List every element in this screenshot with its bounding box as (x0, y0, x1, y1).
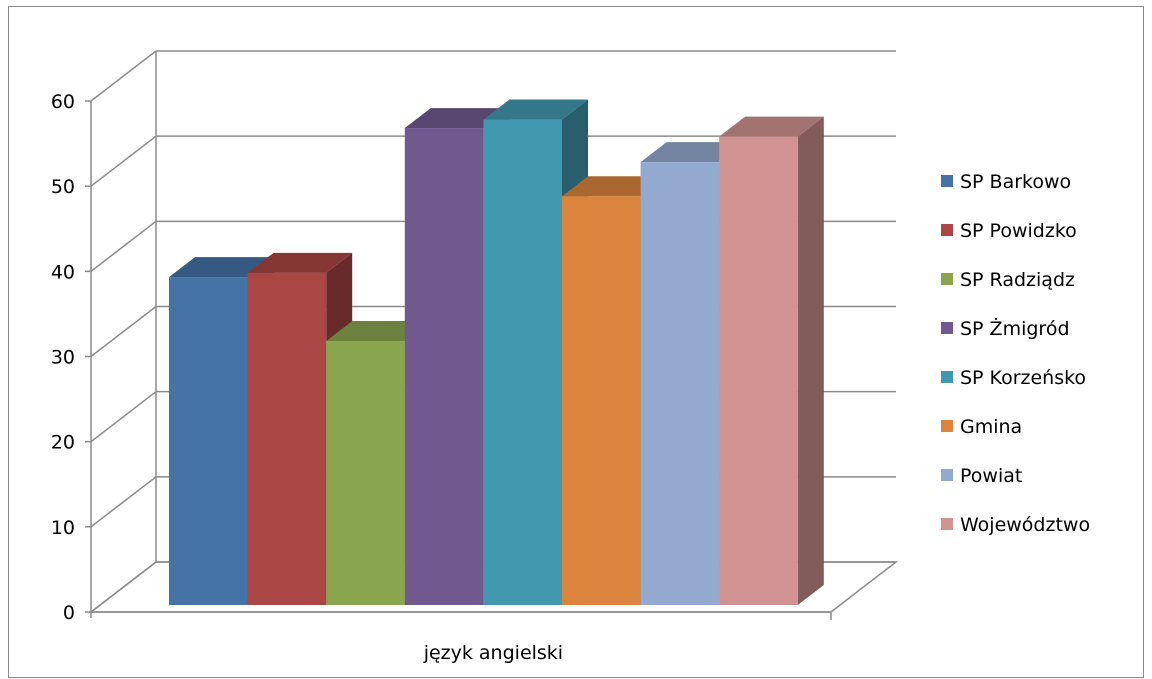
gridline-side (90, 561, 157, 613)
bar-side (797, 116, 824, 605)
legend-label: Gmina (960, 416, 1022, 438)
bar (169, 277, 248, 605)
gridline-side (90, 391, 157, 443)
legend-swatch (941, 175, 953, 187)
y-tick-label: 60 (51, 91, 75, 113)
gridline-side (90, 305, 157, 358)
legend-swatch (941, 469, 953, 481)
legend-label: SP Powidzko (960, 220, 1077, 242)
legend-label: SP Barkowo (960, 171, 1071, 193)
y-tick-label: 20 (51, 432, 75, 454)
y-tick-label: 50 (51, 176, 75, 198)
y-tick-label: 10 (51, 517, 75, 539)
legend-label: Powiat (960, 465, 1022, 487)
legend-swatch (941, 224, 953, 236)
chart-frame: 0 10 20 30 40 50 60 język angielski SP Barkowo… (8, 6, 1144, 678)
legend: SP Barkowo SP Powidzko SP Radziądz SP Żmigr… (941, 171, 1090, 536)
bar (483, 119, 562, 606)
bar (562, 196, 641, 605)
bars (169, 99, 824, 606)
legend-swatch (941, 518, 953, 530)
legend-swatch (941, 420, 953, 432)
bar (247, 272, 327, 605)
bar-top (404, 108, 510, 129)
y-tick-labels: 0 10 20 30 40 50 60 (51, 91, 75, 624)
bar-top (640, 142, 746, 163)
bar-top (483, 99, 588, 120)
gridline-side (90, 220, 157, 272)
y-tick-label: 40 (51, 261, 75, 283)
bar-chart: 0 10 20 30 40 50 60 język angielski SP Barkowo… (51, 50, 1090, 664)
x-category-labels: język angielski (423, 642, 563, 664)
gridline-side (90, 476, 157, 528)
legend-swatch (941, 371, 953, 383)
bar (719, 136, 798, 606)
y-tick-label: 30 (51, 347, 75, 369)
legend-label: SP Radziądz (960, 269, 1075, 291)
bar (404, 128, 484, 606)
bar-top (326, 320, 431, 341)
legend-label: SP Korzeńsko (960, 367, 1086, 389)
y-tick-label: 0 (63, 602, 75, 624)
gridline-side (90, 50, 157, 102)
legend-label: SP Żmigród (960, 317, 1070, 340)
legend-swatch (941, 322, 953, 334)
bar (326, 340, 405, 605)
bar (640, 162, 720, 605)
x-category-label: język angielski (423, 642, 563, 664)
axes (85, 100, 832, 620)
legend-label: Województwo (960, 514, 1090, 536)
gridline-side (90, 135, 157, 187)
bar-top (562, 176, 667, 197)
bar-top (247, 252, 353, 273)
bar-top (169, 257, 274, 278)
legend-swatch (941, 273, 953, 285)
bar-top (719, 116, 824, 137)
